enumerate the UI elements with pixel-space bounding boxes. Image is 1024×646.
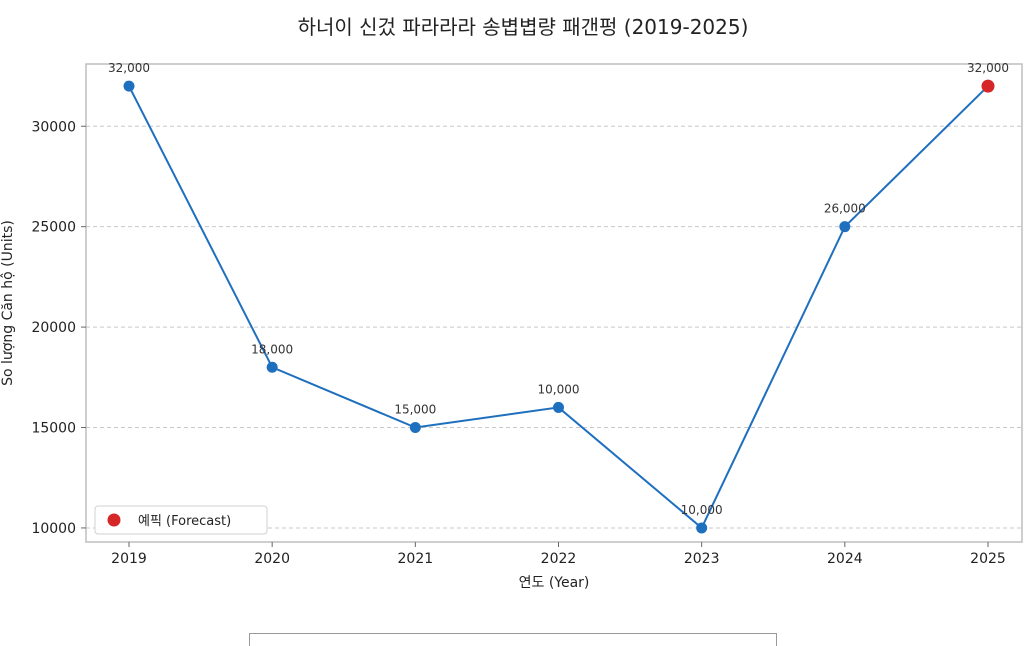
plot-frame [85,63,1023,543]
x-tick-label: 2021 [398,551,434,567]
series-line-actual [128,85,989,530]
x-tick-label: 2024 [827,551,863,567]
y-tick-label: 25000 [31,220,76,236]
x-tick-label: 2025 [970,551,1006,567]
grid-lines [86,125,1022,529]
data-labels: 32,000 18,000 15,000 10,000 10,000 26,000 32,0… [108,61,1009,517]
data-point-2022 [553,401,564,413]
series-line-layer [128,85,989,530]
x-tick-label: 2022 [541,551,577,567]
y-axis-ticks: 10000 15000 20000 25000 30000 [31,119,86,537]
legend-forecast-label: 예픽 (Forecast) [138,514,231,529]
data-label-2022: 10,000 [538,382,580,396]
data-label-2019: 32,000 [108,61,150,75]
data-point-2021 [409,422,421,434]
legend: 예픽 (Forecast) [94,505,268,535]
data-point-2024 [839,221,851,233]
x-tick-label: 2023 [684,551,720,567]
y-tick-label: 15000 [31,421,76,437]
forecast-point-2025 [981,79,995,93]
x-tick-label: 2020 [254,551,290,567]
chart-title: 하너이 신겄 파라라라 송볍볍량 패갠펑 (2019-2025) [298,15,749,39]
y-axis-label: So lượng Căn hộ (Units) [0,220,16,386]
data-label-2024: 26,000 [824,202,866,216]
data-label-2023: 10,000 [681,503,723,517]
data-label-2025: 32,000 [967,61,1009,75]
data-point-2020 [266,361,278,373]
data-point-2023 [696,522,708,534]
data-points [123,79,995,534]
data-label-2020: 18,000 [251,342,293,356]
y-tick-label: 20000 [31,320,76,336]
x-axis-ticks: 2019 2020 2021 2022 2023 2024 2025 [111,542,1006,567]
x-tick-label: 2019 [111,551,147,567]
x-axis-label: 연도 (Year) [519,575,590,591]
y-tick-label: 10000 [31,521,76,537]
legend-forecast-marker [107,513,121,527]
y-tick-label: 30000 [31,119,76,135]
legend-box [94,505,268,535]
data-label-2021: 15,000 [394,403,436,417]
data-point-2019 [123,80,135,92]
